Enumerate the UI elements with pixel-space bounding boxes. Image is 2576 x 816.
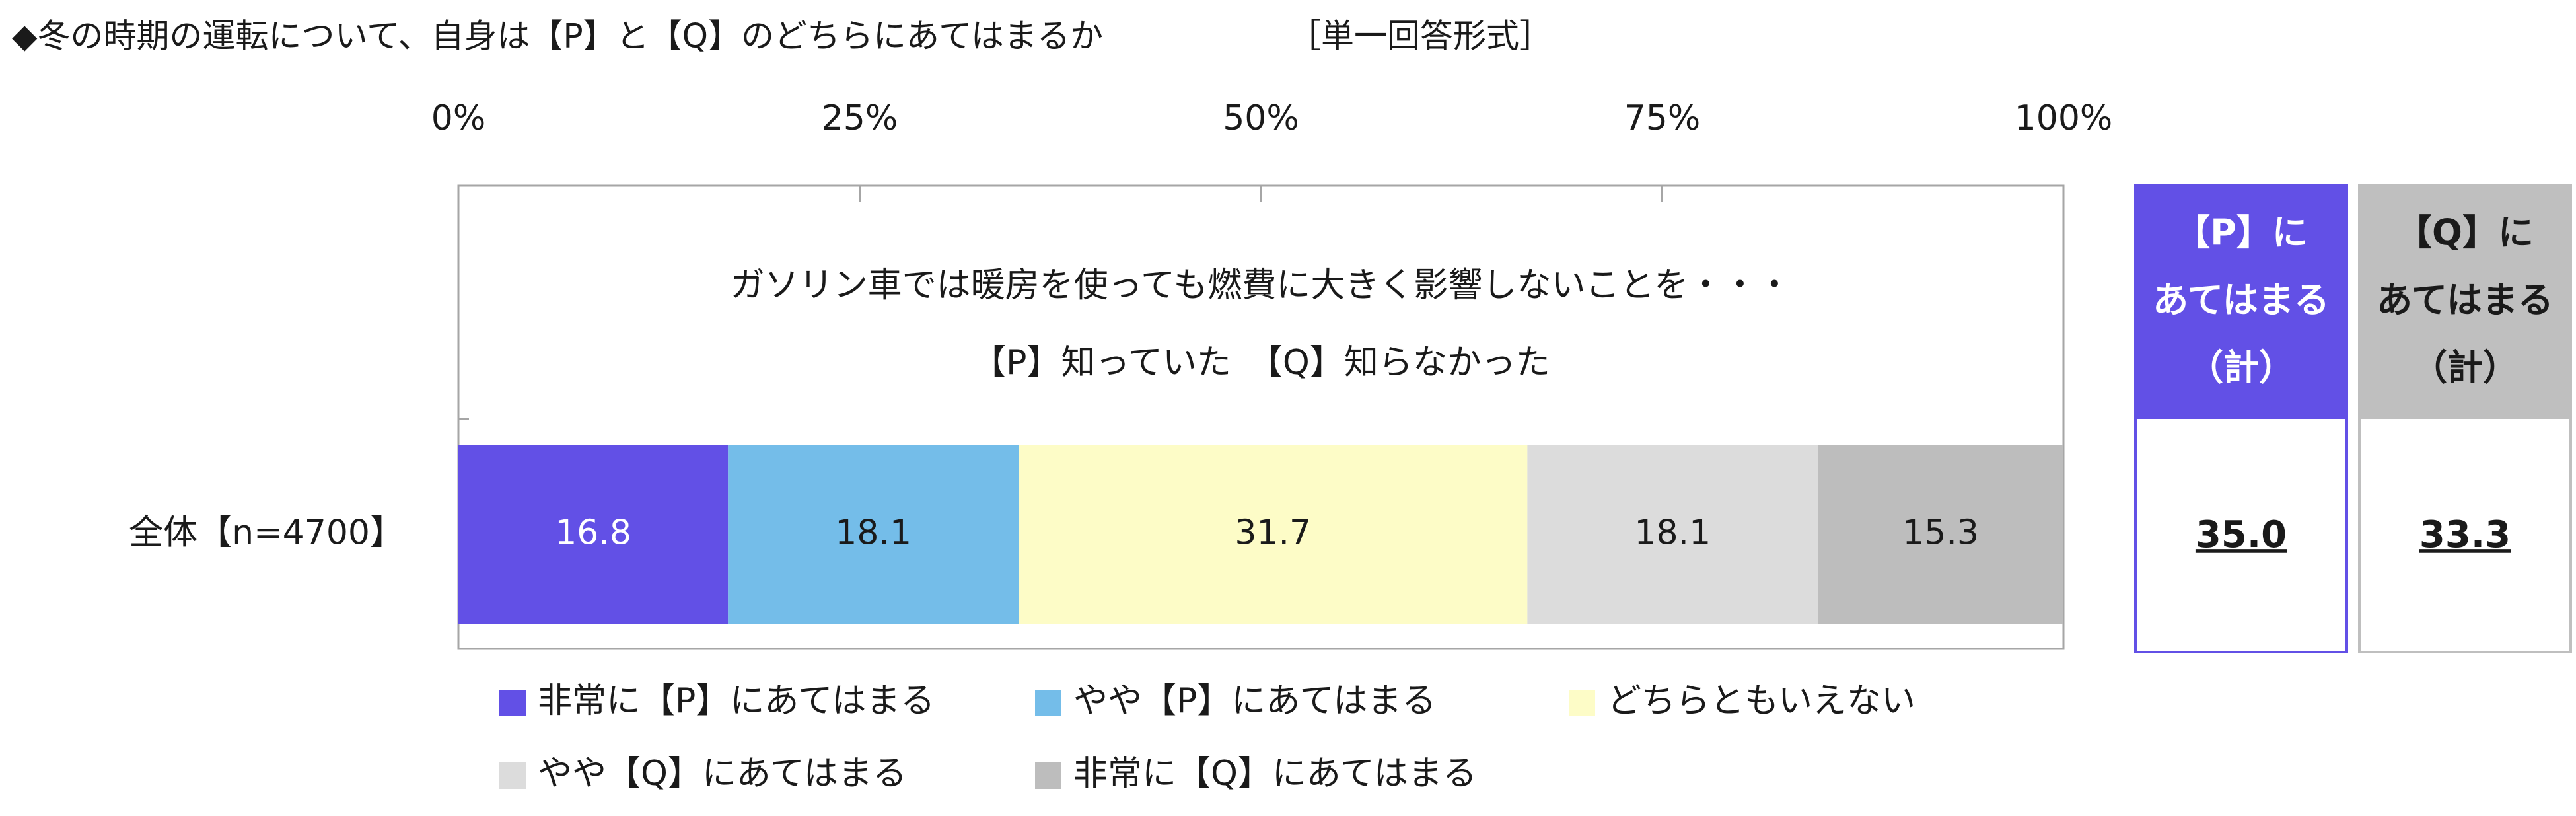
summary-header	[2359, 186, 2571, 419]
data-label: 16.8	[555, 513, 631, 553]
question-text: ガソリン車では暖房を使っても燃費に大きく影響しないことを・・・	[731, 266, 1792, 305]
legend-label: どちらともいえない	[1607, 681, 1915, 721]
bar-segment	[1818, 445, 2063, 624]
legend-swatch	[499, 762, 526, 789]
summary-header-text: あてはまる	[2153, 279, 2330, 321]
summary-header	[2135, 186, 2347, 419]
x-tick-label: 25%	[822, 98, 898, 138]
legend-label: 非常に【P】にあてはまる	[538, 681, 935, 721]
legend-label: やや【P】にあてはまる	[1073, 681, 1436, 721]
data-label: 31.7	[1234, 513, 1311, 553]
x-tick-label: 0%	[431, 98, 486, 138]
summary-value: 33.3	[2419, 513, 2511, 556]
summary-box	[2134, 184, 2348, 653]
x-tick-label: 50%	[1223, 98, 1299, 138]
data-label: 18.1	[835, 513, 912, 553]
summary-header-text: 【P】に	[2174, 212, 2308, 254]
legend-swatch	[1569, 690, 1595, 716]
summary-header-text: （計）	[2412, 347, 2519, 389]
x-tick-label: 75%	[1624, 98, 1701, 138]
bar-segment	[458, 445, 729, 624]
legend-swatch	[1035, 762, 1061, 789]
summary-header-text: （計）	[2188, 347, 2295, 389]
data-label: 15.3	[1902, 513, 1979, 553]
legend-swatch	[499, 690, 526, 716]
data-label: 18.1	[1634, 513, 1711, 553]
question-text: 【P】知っていた 【Q】知らなかった	[972, 343, 1550, 383]
summary-box	[2358, 184, 2572, 653]
chart-subtitle: ［単一回答形式］	[1288, 17, 1552, 56]
summary-header-text: 【Q】に	[2396, 212, 2534, 254]
category-label: 全体【n=4700】	[129, 513, 404, 553]
summary-header-text: あてはまる	[2377, 279, 2554, 321]
summary-value: 35.0	[2196, 513, 2287, 556]
bar-segment	[728, 445, 1019, 624]
legend-label: やや【Q】にあてはまる	[538, 754, 907, 794]
legend-swatch	[1035, 690, 1061, 716]
chart-title: ◆冬の時期の運転について、自身は【P】と【Q】のどちらにあてはまるか	[12, 17, 1103, 56]
bar-segment	[1527, 445, 1818, 624]
legend-label: 非常に【Q】にあてはまる	[1073, 754, 1477, 794]
bar-segment	[1019, 445, 1528, 624]
x-tick-label: 100%	[2015, 98, 2113, 138]
